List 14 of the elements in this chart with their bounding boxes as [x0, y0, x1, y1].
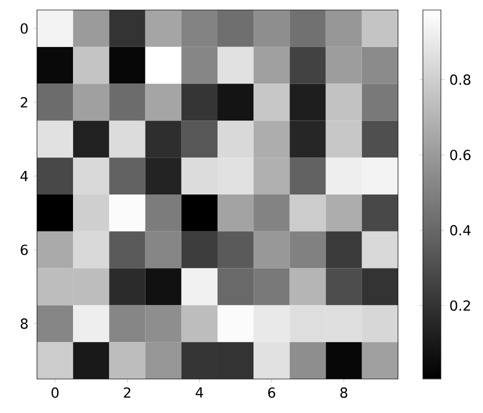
- x-tick-label: 4: [196, 387, 204, 398]
- y-tick-label: 6: [20, 244, 28, 256]
- y-tick-label: 8: [20, 318, 28, 329]
- x-tick-label: 6: [268, 387, 276, 398]
- x-tick-label: 2: [124, 387, 130, 398]
- y-tick-label: 0: [20, 23, 28, 34]
- color-bar-label: 0.4: [450, 225, 471, 236]
- x-tick-label: 8: [340, 387, 348, 398]
- color-bar-label: 0.2: [450, 300, 470, 311]
- color-bar-label: 0.8: [450, 74, 470, 85]
- x-tick-label: 0: [52, 387, 59, 398]
- y-tick-label: 2: [20, 97, 28, 108]
- color-bar-label: 0.6: [450, 150, 470, 160]
- y-tick-label: 4: [20, 171, 28, 182]
